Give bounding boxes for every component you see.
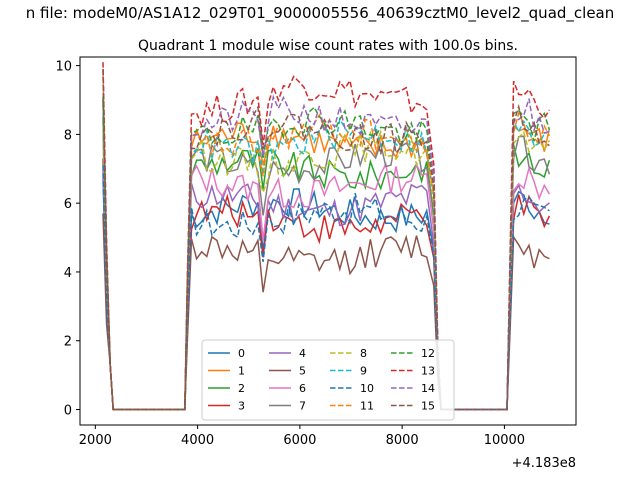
legend-label-0: 0 xyxy=(238,347,245,360)
y-axis: 0 2 4 6 8 10 xyxy=(55,60,80,419)
chart-title: Quadrant 1 module wise count rates with … xyxy=(138,38,518,54)
legend-label-7: 7 xyxy=(299,400,306,413)
y-tick-label: 4 xyxy=(64,266,72,281)
x-tick-label: 10000 xyxy=(484,433,525,448)
y-tick-label: 2 xyxy=(64,335,72,350)
legend-box xyxy=(201,339,455,421)
legend-label-11: 11 xyxy=(360,400,374,413)
x-axis-offset-label: +4.183e8 xyxy=(512,456,576,471)
x-tick-label: 2000 xyxy=(79,433,112,448)
axes-frame xyxy=(79,56,577,426)
legend-label-5: 5 xyxy=(299,365,306,378)
legend-label-13: 13 xyxy=(421,365,435,378)
x-tick-label: 6000 xyxy=(283,433,316,448)
legend-label-14: 14 xyxy=(421,382,435,395)
legend-label-2: 2 xyxy=(238,382,245,395)
x-tick-label: 4000 xyxy=(181,433,214,448)
legend-label-1: 1 xyxy=(238,365,245,378)
legend-label-10: 10 xyxy=(360,382,374,395)
legend-label-4: 4 xyxy=(299,347,306,360)
figure-suptitle: n file: modeM0/AS1A12_029T01_9000005556_… xyxy=(26,4,615,23)
legend-label-15: 15 xyxy=(421,400,435,413)
x-axis: 2000 4000 6000 8000 10000 xyxy=(79,425,525,448)
series-line-13 xyxy=(102,62,551,411)
legend-label-8: 8 xyxy=(360,347,367,360)
x-tick-label: 8000 xyxy=(386,433,419,448)
y-tick-label: 0 xyxy=(64,404,72,419)
y-tick-label: 8 xyxy=(64,128,72,143)
legend-label-3: 3 xyxy=(238,400,245,413)
legend-label-12: 12 xyxy=(421,347,435,360)
y-tick-label: 6 xyxy=(64,197,72,212)
legend-label-9: 9 xyxy=(360,365,367,378)
y-tick-label: 10 xyxy=(55,60,72,75)
legend-label-6: 6 xyxy=(299,382,306,395)
